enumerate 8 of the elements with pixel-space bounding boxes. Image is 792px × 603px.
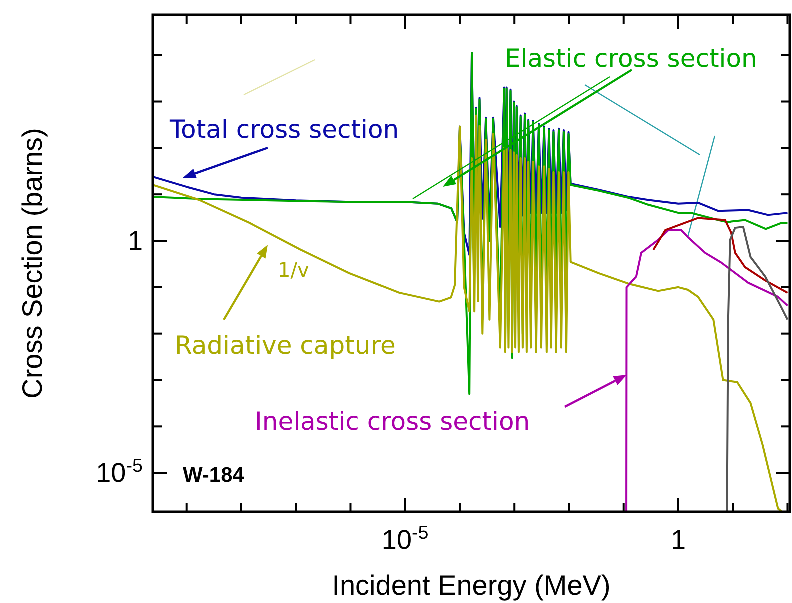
- series-label: Total cross section: [169, 115, 400, 144]
- x-axis-title: Incident Energy (MeV): [332, 570, 611, 601]
- text: Inelastic cross section: [255, 407, 530, 436]
- annotation: W-184: [183, 464, 245, 487]
- series-label: Elastic cross section: [505, 44, 758, 73]
- series-label: Radiative capture: [175, 331, 396, 360]
- annotation: 1/v: [278, 258, 310, 282]
- y-axis-title: Cross Section (barns): [17, 128, 48, 399]
